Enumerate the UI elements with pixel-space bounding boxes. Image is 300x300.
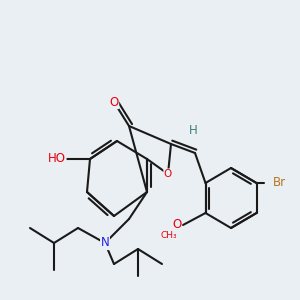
Text: CH₃: CH₃ [160, 231, 177, 240]
Text: Br: Br [273, 176, 286, 190]
Text: N: N [100, 236, 109, 250]
Text: O: O [172, 218, 182, 232]
Text: H: H [189, 124, 198, 137]
Text: O: O [164, 169, 172, 179]
Text: O: O [110, 95, 118, 109]
Text: HO: HO [48, 152, 66, 166]
